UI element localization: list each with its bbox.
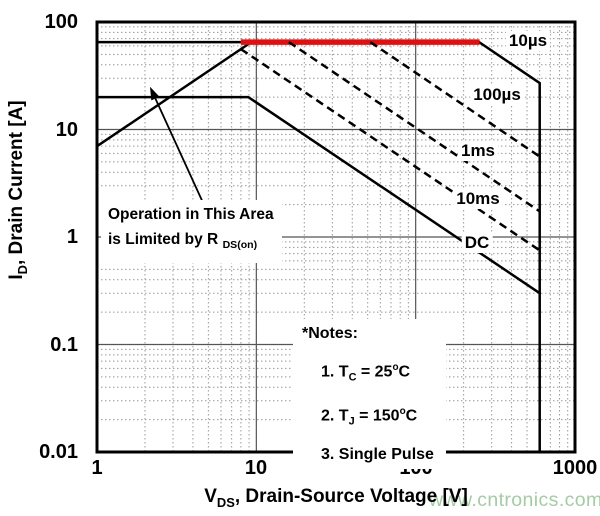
y-tick-label-0.01: 0.01 — [39, 441, 78, 463]
note-item-3: 3. Single Pulse — [321, 446, 434, 464]
curve-pulse-100us — [369, 41, 541, 158]
notes-block: *Notes: 1. TC = 25oC 2. TJ = 150oC 3. Si… — [293, 319, 446, 470]
x-tick-label-1000: 1000 — [552, 457, 598, 479]
annotation-line-1: Operation in This Area — [108, 206, 274, 223]
annotation-arrow-line — [154, 98, 207, 209]
curve-label-pulse-10ms: 10ms — [453, 189, 503, 209]
curve-label-dc: DC — [461, 233, 493, 253]
y-tick-label-0.1: 0.1 — [50, 334, 78, 356]
annotation-arrow-head — [150, 86, 160, 101]
x-axis-title: VDS, Drain-Source Voltage [V] — [204, 486, 468, 510]
curve-label-pulse-10us: 10µs — [505, 31, 551, 51]
rds-on-area-annotation: Operation in This Area is Limited by R D… — [101, 200, 282, 264]
note-item-2: 2. TJ = 150oC — [321, 405, 418, 428]
curve-rds-on-limit-line — [96, 41, 252, 148]
x-tick-label-1: 1 — [91, 457, 103, 479]
curve-pulse-1ms — [288, 41, 541, 213]
note-item-1: 1. TC = 25oC — [321, 362, 411, 384]
curve-label-pulse-100us: 100µs — [470, 85, 524, 105]
watermark: www.cntronics.com — [429, 489, 600, 511]
curve-pulse-10ms — [240, 48, 541, 252]
y-tick-label-100: 100 — [44, 11, 78, 33]
annotation-line-2: is Limited by R DS(on) — [108, 231, 258, 252]
curve-dc — [97, 95, 541, 295]
y-axis-title: ID, Drain Current [A] — [6, 100, 30, 280]
x-tick-label-10: 10 — [244, 457, 268, 479]
notes-title: *Notes: — [302, 325, 359, 342]
y-tick-label-1: 1 — [66, 226, 78, 248]
curve-label-pulse-1ms: 1ms — [457, 141, 499, 161]
y-tick-label-10: 10 — [55, 119, 78, 141]
